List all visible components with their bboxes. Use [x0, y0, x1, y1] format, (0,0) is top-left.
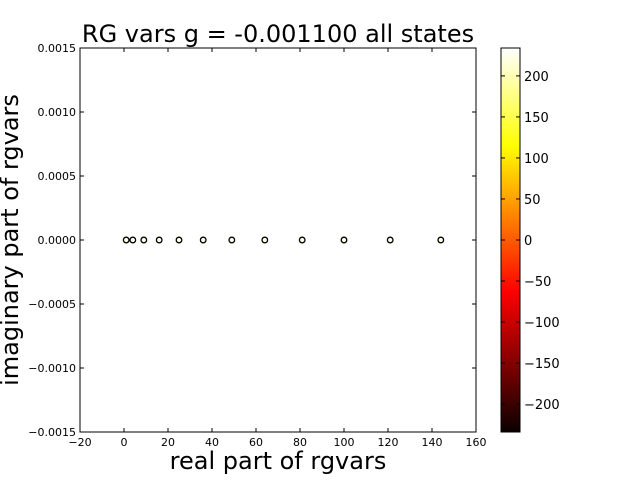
data-point — [228, 236, 236, 244]
x-tick-label: 120 — [378, 436, 399, 449]
colorbar-tick-label: −200 — [524, 398, 560, 413]
scatter-points — [122, 236, 445, 244]
x-axis-label: real part of rgvars — [170, 447, 387, 475]
data-point — [199, 236, 207, 244]
colorbar-tick-label: 0 — [524, 234, 532, 249]
y-axis: −0.0015 −0.0010 −0.0005 0.0000 0.0005 0.0010 0… — [28, 42, 476, 439]
x-tick-label: 0 — [121, 436, 128, 449]
data-point — [298, 236, 306, 244]
x-tick-label: 100 — [334, 436, 355, 449]
x-tick-label: 60 — [249, 436, 263, 449]
data-point — [437, 236, 445, 244]
x-tick-label: 40 — [205, 436, 219, 449]
colorbar-tick-label: 200 — [524, 70, 549, 85]
y-tick-label: 0.0015 — [38, 42, 77, 55]
colorbar-tick-label: −50 — [524, 275, 551, 290]
colorbar-tick-label: 100 — [524, 152, 549, 167]
colorbar-tick-label: −150 — [524, 357, 560, 372]
x-tick-label: −20 — [68, 436, 91, 449]
x-tick-label: 160 — [466, 436, 487, 449]
plot-area — [79, 47, 477, 433]
colorbar-tick-label: 150 — [524, 111, 549, 126]
data-point — [155, 236, 163, 244]
y-tick-label: 0.0005 — [38, 170, 77, 183]
y-tick-label: −0.0010 — [28, 362, 76, 375]
data-point — [261, 236, 269, 244]
y-tick-label: 0.0010 — [38, 106, 77, 119]
y-axis-label: imaginary part of rgvars — [0, 94, 24, 386]
data-point — [175, 236, 183, 244]
colorbar-tick-label: −100 — [524, 316, 560, 331]
y-tick-label: −0.0015 — [28, 426, 76, 439]
colorbar-ticks: −200 −150 −100 −50 0 50 100 150 200 — [501, 70, 560, 413]
chart-title: RG vars g = -0.001100 all states — [82, 20, 474, 48]
y-tick-label: 0.0000 — [38, 234, 77, 247]
x-tick-label: 140 — [422, 436, 443, 449]
data-point — [129, 236, 137, 244]
data-point — [140, 236, 148, 244]
data-point — [340, 236, 348, 244]
x-axis: −20 0 20 40 60 80 100 120 140 160 — [68, 48, 487, 449]
colorbar-tick-label: 50 — [524, 193, 541, 208]
y-tick-label: −0.0005 — [28, 298, 76, 311]
x-tick-label: 80 — [293, 436, 307, 449]
x-tick-label: 20 — [161, 436, 175, 449]
data-point — [122, 236, 130, 244]
data-point — [386, 236, 394, 244]
